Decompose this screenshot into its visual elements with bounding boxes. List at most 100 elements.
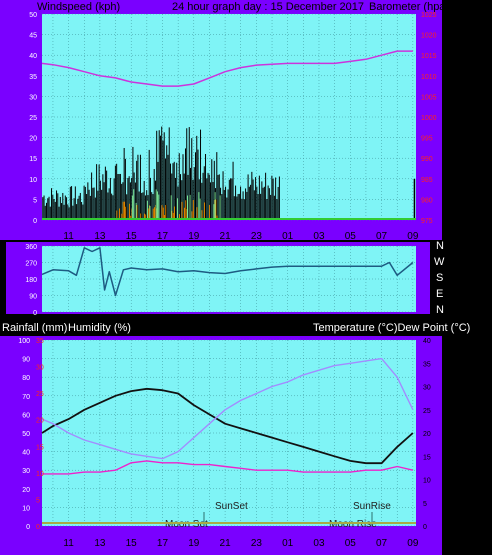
x-tick-bottom-07: 07 [376,538,388,549]
y-tick-wind-30: 30 [29,94,37,101]
y-tick-wind-25: 25 [29,115,37,122]
y-tick-wind-35: 35 [29,74,37,81]
y-tick-baro-1025: 1025 [421,12,437,19]
x-tick-bottom-03: 03 [313,538,325,549]
temperature-axis-title: Temperature (°C)Dew Point (°C) [313,322,470,334]
y-tick-wind-10: 10 [29,177,37,184]
x-tick-bottom-01: 01 [282,538,294,549]
x-tick-bottom-09: 09 [407,538,419,549]
x-tick-bottom-17: 17 [157,538,169,549]
dewpoint-line [41,357,414,460]
y-tick-rain-0: 0 [36,524,40,531]
y-tick-temp-10: 10 [423,478,431,485]
y-tick-humidity-60: 60 [22,412,30,419]
grid-layer [42,13,416,527]
y-tick-rain-30: 30 [36,365,44,372]
compass-s: S [436,272,443,284]
y-tick-wind-0: 0 [33,218,37,225]
y-tick-baro-1020: 1020 [421,33,437,40]
y-tick-temp-0: 0 [423,524,427,531]
pressure-line [41,50,413,87]
compass-n-top: N [436,240,444,252]
y-tick-wind-50: 50 [29,12,37,19]
y-tick-baro-975: 975 [421,218,433,225]
x-tick-bottom-19: 19 [188,538,200,549]
series-lines-layer [41,50,414,475]
compass-n-bottom: N [436,304,444,316]
y-tick-humidity-50: 50 [22,431,30,438]
temperature-line [41,387,414,465]
y-tick-temp-20: 20 [423,431,431,438]
y-tick-baro-985: 985 [421,177,433,184]
x-tick-bottom-13: 13 [94,538,106,549]
x-tick-bottom-15: 15 [126,538,138,549]
y-tick-rain-10: 10 [36,471,44,478]
x-tick-top-01: 01 [282,231,294,242]
y-tick-humidity-100: 100 [18,338,30,345]
y-tick-rain-25: 25 [36,391,44,398]
compass-e: E [436,288,443,300]
y-tick-baro-995: 995 [421,136,433,143]
windspeed-axis-title: Windspeed (kph) [37,1,120,13]
y-tick-rain-5: 5 [36,497,40,504]
y-tick-humidity-90: 90 [22,357,30,364]
y-tick-humidity-10: 10 [22,505,30,512]
y-tick-baro-1005: 1005 [421,94,437,101]
x-tick-top-11: 11 [63,231,74,242]
y-tick-dir-0: 0 [33,310,37,317]
y-tick-wind-45: 45 [29,33,37,40]
y-tick-baro-980: 980 [421,197,433,204]
y-tick-baro-1015: 1015 [421,53,437,60]
y-tick-temp-15: 15 [423,454,431,461]
y-tick-temp-30: 30 [423,385,431,392]
y-tick-dir-90: 90 [29,294,37,301]
x-tick-top-23: 23 [251,231,263,242]
y-tick-rain-15: 15 [36,444,44,451]
x-tick-bottom-23: 23 [251,538,263,549]
x-tick-top-05: 05 [345,231,357,242]
y-tick-humidity-70: 70 [22,394,30,401]
y-tick-baro-1010: 1010 [421,74,437,81]
y-tick-baro-1000: 1000 [421,115,437,122]
sunrise-label: SunRise [353,501,391,512]
x-tick-top-07: 07 [376,231,388,242]
x-tick-bottom-11: 11 [63,538,74,549]
y-tick-temp-40: 40 [423,338,431,345]
y-tick-rain-20: 20 [36,418,44,425]
humidity-line [42,460,414,475]
wind-bars-layer [42,126,416,220]
y-tick-temp-35: 35 [423,361,431,368]
x-tick-top-19: 19 [188,231,200,242]
x-tick-top-13: 13 [94,231,106,242]
y-tick-temp-5: 5 [423,501,427,508]
x-tick-bottom-21: 21 [220,538,232,549]
x-tick-top-17: 17 [157,231,169,242]
y-tick-baro-990: 990 [421,156,433,163]
wind-direction-line [41,247,414,297]
y-tick-rain-35: 35 [36,338,44,345]
moonset-label: Moon Set [165,519,208,530]
tick-labels-layer: 1111131315151717191921212323010103030505… [18,12,436,549]
y-tick-dir-270: 270 [25,261,37,268]
y-tick-wind-5: 5 [33,197,37,204]
y-tick-humidity-40: 40 [22,450,30,457]
y-tick-temp-25: 25 [423,408,431,415]
y-tick-wind-20: 20 [29,136,37,143]
x-tick-top-09: 09 [407,231,419,242]
rainfall-axis-title: Rainfall (mm) [2,322,67,334]
humidity-axis-title: Humidity (%) [68,322,131,334]
x-tick-bottom-05: 05 [345,538,357,549]
x-tick-top-21: 21 [220,231,232,242]
barometer-axis-title: Barometer (hpa) [369,1,449,13]
y-tick-dir-360: 360 [25,244,37,251]
y-tick-humidity-80: 80 [22,375,30,382]
compass-w: W [434,256,445,268]
sunset-label: SunSet [215,501,248,512]
y-tick-wind-15: 15 [29,156,37,163]
x-tick-top-03: 03 [313,231,325,242]
y-tick-humidity-0: 0 [26,524,30,531]
chart-title: 24 hour graph day : 15 December 2017 [172,1,364,13]
y-tick-dir-180: 180 [25,277,37,284]
y-tick-humidity-30: 30 [22,468,30,475]
